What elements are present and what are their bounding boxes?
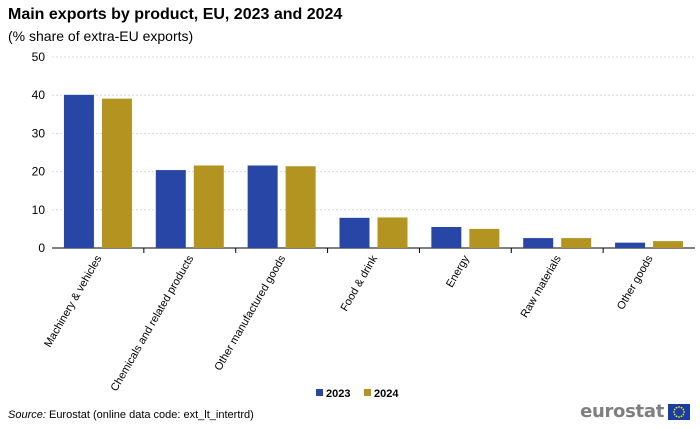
bar-2024	[101, 98, 132, 248]
y-tick-label: 20	[32, 165, 46, 179]
eu-star-icon	[682, 413, 685, 415]
eu-star-icon	[682, 408, 685, 410]
eu-star-icon	[683, 410, 685, 413]
eu-star-icon	[673, 408, 676, 410]
eu-star-icon	[678, 405, 680, 408]
bar-2024	[653, 241, 684, 248]
eu-star-icon	[673, 410, 675, 413]
eu-star-icon	[675, 406, 678, 409]
source-label: Source:	[8, 409, 46, 421]
eu-star-icon	[675, 414, 678, 417]
bar-2024	[285, 166, 316, 248]
eu-flag-icon	[668, 403, 690, 420]
bar-2023	[431, 226, 462, 248]
y-tick-label: 10	[32, 203, 46, 217]
legend-label-2024: 2024	[374, 388, 399, 400]
eurostat-logo-text: eurostat	[580, 401, 664, 422]
x-tick-label: Food & drink	[339, 253, 381, 313]
bar-2023	[155, 170, 186, 248]
y-tick-label: 40	[32, 88, 46, 102]
legend-swatch-2024	[364, 389, 371, 396]
x-tick-label: Raw materials	[519, 253, 564, 320]
x-tick-label: Other goods	[615, 253, 656, 312]
bar-2024	[561, 238, 592, 248]
bar-2024	[377, 217, 408, 248]
eu-star-icon	[678, 415, 680, 418]
y-tick-label: 30	[32, 126, 46, 140]
source-text: Eurostat (online data code: ext_lt_inter…	[45, 409, 254, 421]
x-tick-label: Machinery & vehicles	[42, 253, 105, 349]
bar-2024	[193, 165, 224, 248]
bar-2023	[615, 242, 646, 248]
eu-star-icon	[680, 406, 683, 409]
eu-star-icon	[680, 414, 683, 417]
legend-label-2023: 2023	[326, 388, 350, 400]
x-tick-label: Energy	[444, 253, 472, 290]
eurostat-logo: eurostat	[580, 401, 690, 422]
chart-title: Main exports by product, EU, 2023 and 20…	[8, 6, 343, 23]
bar-2023	[523, 238, 554, 248]
x-tick-label: Other manufactured goods	[212, 253, 288, 373]
source-note: Source: Eurostat (online data code: ext_…	[8, 409, 254, 421]
y-tick-label: 50	[32, 50, 46, 64]
bar-chart: 0 10 20 30 40 50 Machinery & vehicles Chemicals…	[32, 50, 695, 400]
legend-swatch-2023	[316, 389, 323, 396]
x-tick-label: Chemicals and related products	[109, 253, 197, 393]
eu-stars-icon	[673, 405, 685, 418]
bar-2023	[63, 94, 94, 249]
bar-2023	[247, 165, 278, 248]
eu-star-icon	[673, 413, 676, 415]
bar-2024	[469, 228, 500, 248]
bar-2023	[339, 217, 370, 248]
y-tick-label: 0	[38, 241, 45, 255]
chart-subtitle: (% share of extra-EU exports)	[8, 28, 194, 44]
